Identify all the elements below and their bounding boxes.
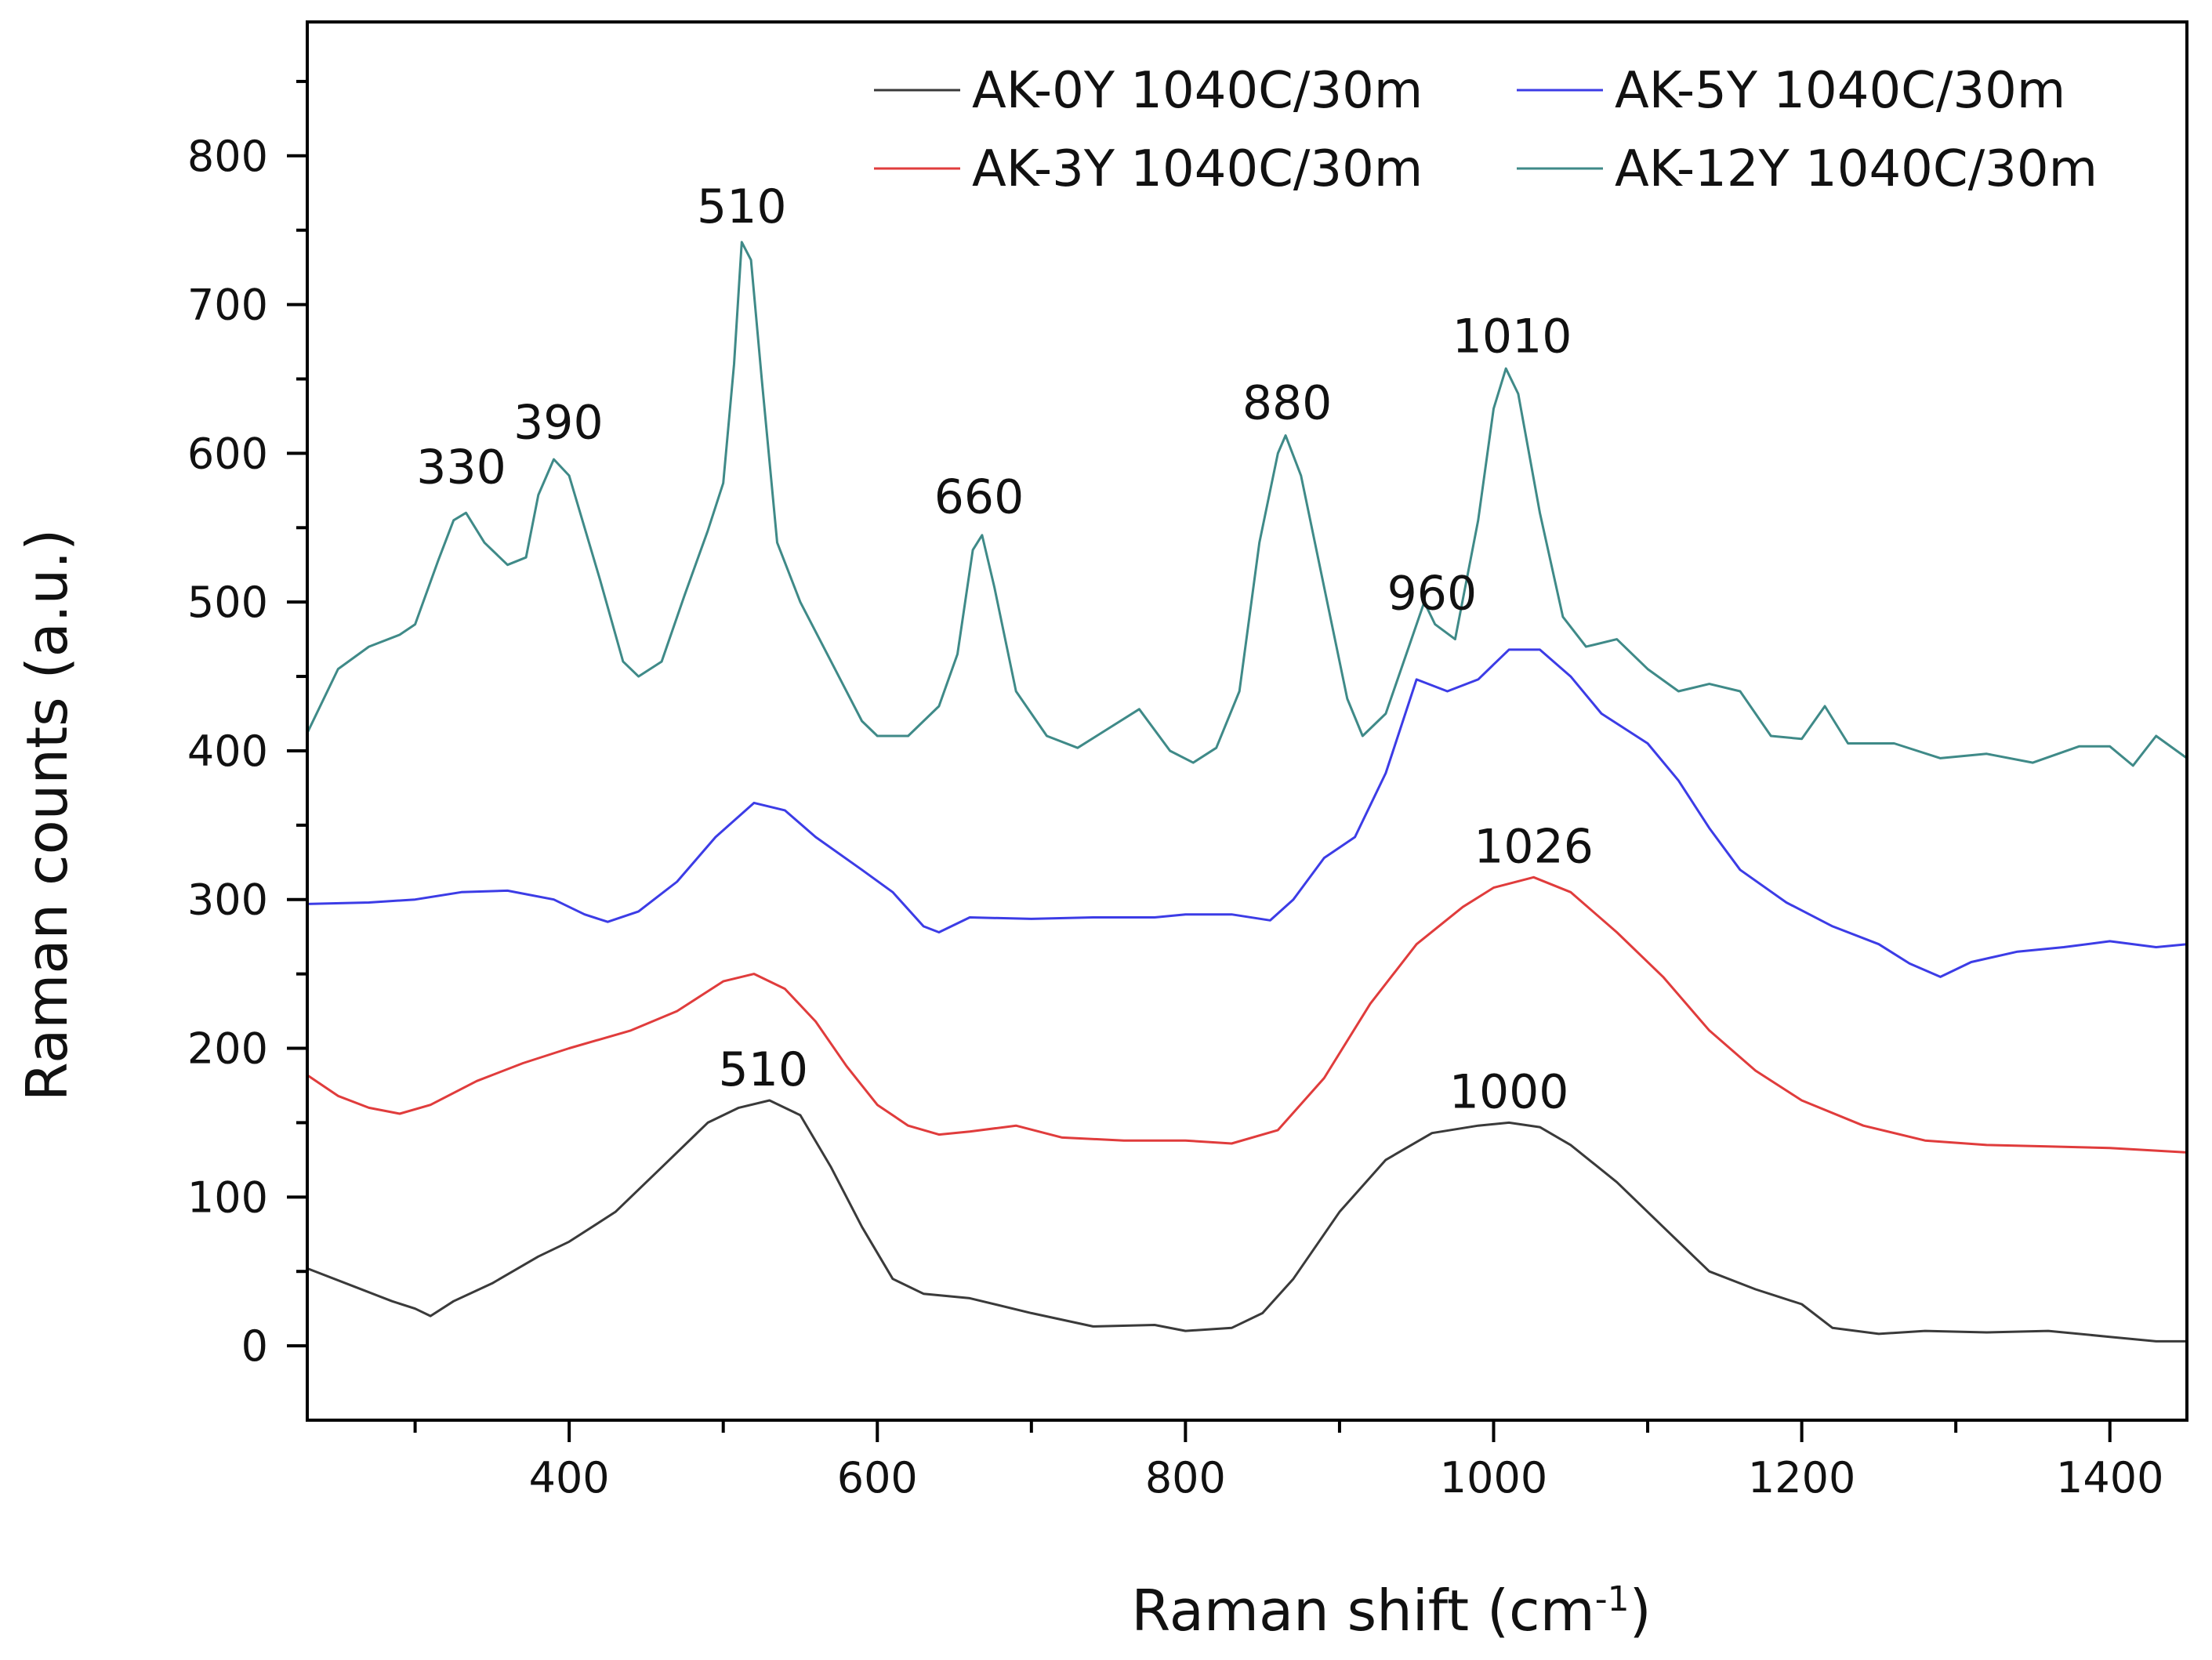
x-axis-title-sup: -1 bbox=[1595, 1579, 1630, 1619]
axes: 0 100 200 300 400 500 600 700 800 400 600 800 1000 12… bbox=[187, 20, 2188, 1502]
x-axis-title: Raman shift (cm-1) bbox=[1131, 1578, 1651, 1644]
x-tick-label-2: 800 bbox=[1145, 1453, 1226, 1502]
plot-background bbox=[307, 22, 2187, 1420]
legend-label-0: AK-0Y 1040C/30m bbox=[972, 62, 1423, 120]
y-tick-label-0: 0 bbox=[241, 1321, 268, 1371]
x-tick-label-5: 1400 bbox=[2056, 1453, 2163, 1502]
y-tick-label-7: 700 bbox=[187, 281, 268, 330]
y-axis-title: Raman counts (a.u.) bbox=[14, 529, 80, 1102]
legend: AK-0Y 1040C/30m AK-3Y 1040C/30m AK-5Y 1040… bbox=[874, 62, 2098, 198]
legend-label-3: AK-12Y 1040C/30m bbox=[1615, 140, 2098, 198]
x-axis-title-main: Raman shift (cm bbox=[1131, 1578, 1595, 1644]
peak-label-4: 880 bbox=[1242, 376, 1333, 431]
x-axis-title-end: ) bbox=[1630, 1578, 1652, 1644]
series-line-0 bbox=[306, 1099, 2187, 1343]
peak-label-0: 330 bbox=[416, 440, 506, 495]
series-line-2 bbox=[306, 648, 2188, 978]
peak-label-2: 510 bbox=[697, 179, 787, 234]
peak-label-1: 390 bbox=[513, 395, 604, 450]
y-tick-label-5: 500 bbox=[187, 578, 268, 627]
y-tick-label-1: 100 bbox=[187, 1173, 268, 1222]
legend-label-2: AK-5Y 1040C/30m bbox=[1615, 62, 2065, 120]
y-tick-label-6: 600 bbox=[187, 429, 268, 478]
axes-frame bbox=[306, 20, 2188, 1422]
x-tick-label-0: 400 bbox=[529, 1453, 610, 1502]
peak-label-6: 1010 bbox=[1452, 309, 1572, 364]
peak-label-8: 510 bbox=[719, 1042, 809, 1097]
y-tick-label-2: 200 bbox=[187, 1024, 268, 1074]
peak-label-7: 1026 bbox=[1474, 819, 1594, 874]
plot-area bbox=[307, 22, 2187, 1420]
peak-label-5: 960 bbox=[1387, 567, 1478, 622]
series-layer bbox=[306, 241, 2188, 1343]
peak-label-9: 1000 bbox=[1449, 1064, 1569, 1119]
peak-label-3: 660 bbox=[934, 469, 1024, 524]
y-tick-label-3: 300 bbox=[187, 875, 268, 925]
y-tick-label-8: 800 bbox=[187, 132, 268, 181]
y-tick-label-4: 400 bbox=[187, 727, 268, 776]
series-line-3 bbox=[306, 241, 2188, 767]
x-tick-label-1: 600 bbox=[837, 1453, 918, 1502]
x-tick-label-4: 1200 bbox=[1748, 1453, 1855, 1502]
x-tick-label-3: 1000 bbox=[1440, 1453, 1547, 1502]
legend-label-1: AK-3Y 1040C/30m bbox=[972, 140, 1423, 198]
series-line-1 bbox=[306, 875, 2188, 1154]
